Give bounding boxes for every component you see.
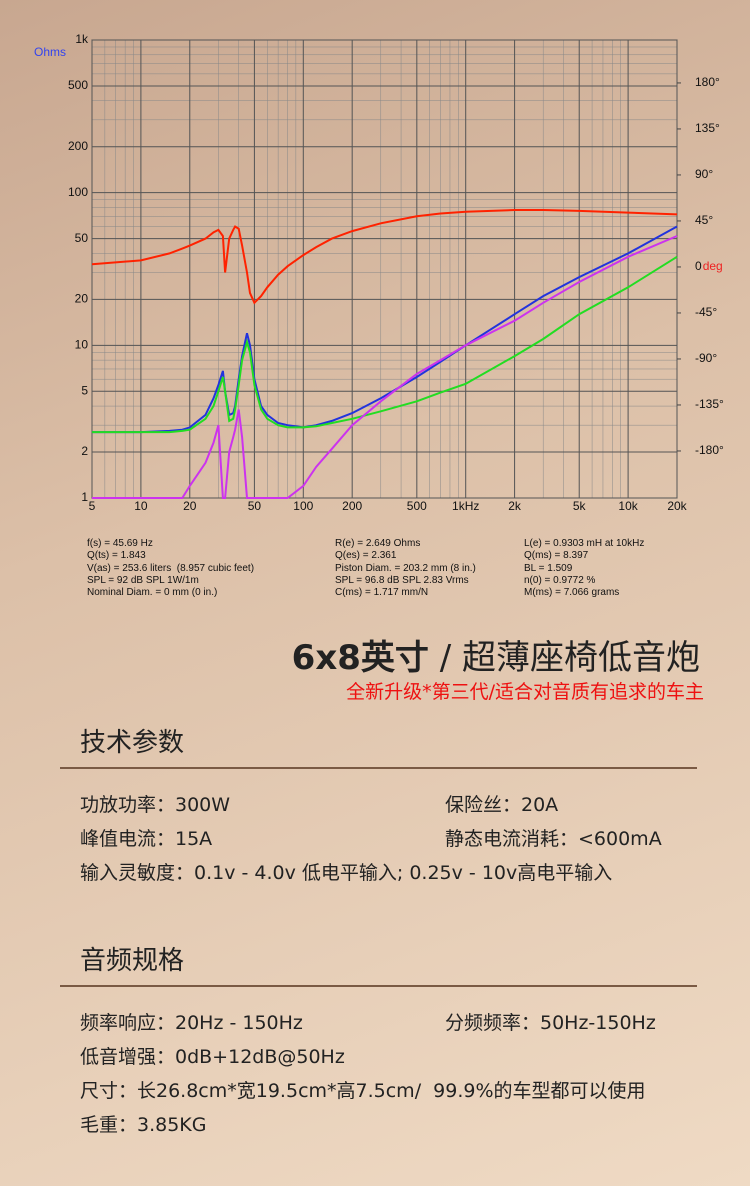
y2-tick-label: 135°: [695, 121, 720, 135]
parameter: R(e) = 2.649 Ohms: [335, 538, 421, 549]
parameter: M(ms) = 7.066 grams: [524, 587, 620, 599]
y2-tick-label: 180°: [695, 75, 720, 89]
parameter: V(as) = 253.6 liters (8.957 cubic feet): [87, 562, 255, 574]
x-tick-label: 50: [248, 499, 262, 513]
spec-item: 输入灵敏度：0.1v - 4.0v 低电平输入; 0.25v - 10v高电平输…: [80, 862, 613, 884]
y-tick-label: 500: [68, 78, 88, 92]
x-tick-label: 10k: [618, 499, 638, 513]
y2-tick-label: 90°: [695, 167, 713, 181]
x-tick-label: 1kHz: [452, 499, 479, 513]
parameter: L(e) = 0.9303 mH at 10kHz: [524, 538, 645, 549]
parameter: BL = 1.509: [524, 562, 573, 574]
series-line: [92, 225, 678, 434]
parameter: Q(es) = 2.361: [335, 550, 397, 562]
section-rule: [60, 985, 697, 987]
section-heading: 音频规格: [80, 946, 185, 976]
parameter: Q(ts) = 1.843: [87, 550, 146, 562]
y-tick-label: 5: [81, 383, 88, 397]
spec-item: 毛重：3.85KG: [80, 1114, 207, 1136]
product-title: 6x8英寸 / 超薄座椅低音炮: [292, 630, 700, 679]
x-tick-label: 5: [89, 499, 96, 513]
x-tick-label: 2k: [508, 499, 522, 513]
x-tick-label: 20k: [667, 499, 687, 513]
x-tick-label: 10: [134, 499, 148, 513]
y-tick-label: 10: [75, 338, 89, 352]
y-tick-label: 2: [81, 444, 88, 458]
x-tick-label: 5k: [573, 499, 587, 513]
parameter: Q(ms) = 8.397: [524, 550, 589, 562]
y2-tick-label: -45°: [695, 305, 717, 319]
y2-tick-label: -135°: [695, 397, 724, 411]
y-tick-label: 1: [81, 490, 88, 504]
y-tick-label: 100: [68, 185, 88, 199]
y2-tick-label: -90°: [695, 351, 717, 365]
x-tick-label: 200: [342, 499, 362, 513]
title-rest: / 超薄座椅低音炮: [428, 638, 700, 678]
y-tick-label: 50: [75, 231, 89, 245]
y-tick-label: 20: [75, 292, 89, 306]
parameter: f(s) = 45.69 Hz: [87, 538, 153, 549]
y2-tick-label: 45°: [695, 213, 713, 227]
parameter: SPL = 92 dB SPL 1W/1m: [87, 574, 199, 586]
series-line: [92, 255, 678, 434]
spec-item: 峰值电流：15A: [80, 828, 213, 850]
section-rule: [60, 767, 697, 769]
y2-tick-label: 0: [695, 259, 702, 273]
y2-tick-label: -180°: [695, 443, 724, 457]
spec-item: 低音增强：0dB+12dB@50Hz: [80, 1046, 345, 1068]
spec-item: 保险丝：20A: [445, 794, 559, 816]
spec-item: 功放功率：300W: [80, 794, 231, 816]
tagline: 全新升级*第三代/适合对音质有追求的车主: [346, 681, 704, 703]
parameter: n(0) = 0.9772 %: [524, 574, 596, 586]
parameter: SPL = 96.8 dB SPL 2.83 Vrms: [335, 574, 469, 586]
x-tick-label: 500: [407, 499, 427, 513]
y2-axis-label: deg: [703, 259, 723, 273]
x-tick-label: 100: [293, 499, 313, 513]
parameter: Nominal Diam. = 0 mm (0 in.): [87, 587, 218, 599]
parameter: C(ms) = 1.717 mm/N: [335, 587, 429, 599]
spec-item: 静态电流消耗：<600mA: [445, 828, 662, 850]
y-tick-label: 1k: [75, 32, 89, 46]
series-line: [91, 209, 678, 305]
parameter: Piston Diam. = 203.2 mm (8 in.): [335, 562, 476, 574]
section-heading: 技术参数: [80, 728, 185, 758]
spec-item: 尺寸：长26.8cm*宽19.5cm*高7.5cm/ 99.9%的车型都可以使用: [80, 1080, 646, 1102]
y-tick-label: 200: [68, 139, 88, 153]
spec-item: 频率响应：20Hz - 150Hz: [80, 1012, 303, 1034]
y-axis-label: Ohms: [34, 45, 66, 59]
spec-item: 分频频率：50Hz-150Hz: [445, 1012, 656, 1034]
title-bold: 6x8英寸: [291, 638, 429, 678]
chart: Ohms 5 10 20 50 100 200 500 1kHz 2k 5k 10k 20k12510…: [34, 32, 724, 513]
x-tick-label: 20: [183, 499, 197, 513]
series-line: [92, 235, 678, 499]
